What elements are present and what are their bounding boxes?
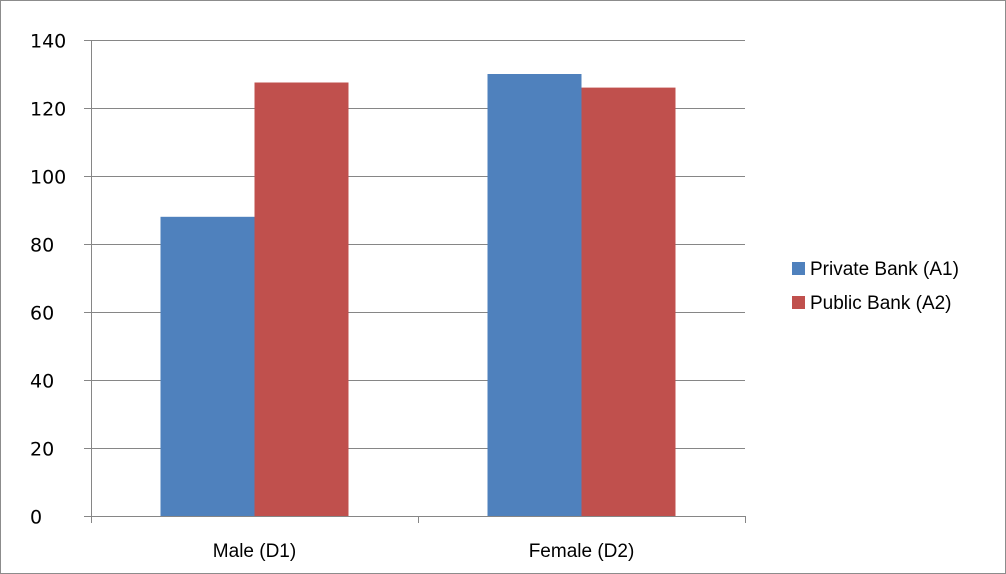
axes: 0 20 40 60 80 100 120 140 Male (D1) Female (D2) — [30, 31, 746, 562]
bar-private-bank-female — [487, 74, 582, 516]
y-tick-label: 0 — [30, 507, 42, 529]
x-category-label: Female (D2) — [529, 541, 635, 562]
y-tick-label: 60 — [30, 303, 54, 325]
legend-swatch — [792, 296, 805, 309]
bar-public-bank-male — [254, 82, 349, 516]
y-tick-label: 120 — [30, 99, 66, 121]
x-category-label: Male (D1) — [213, 541, 296, 562]
legend-label: Private Bank (A1) — [810, 259, 959, 280]
legend-swatch — [792, 262, 805, 275]
y-tick-label: 140 — [30, 31, 66, 53]
bars — [160, 74, 676, 517]
y-tick-label: 40 — [30, 371, 54, 393]
y-tick-label: 100 — [30, 167, 66, 189]
y-tick-label: 20 — [30, 439, 54, 461]
bar-private-bank-male — [160, 216, 255, 517]
legend-label: Public Bank (A2) — [810, 293, 952, 314]
legend: Private Bank (A1) Public Bank (A2) — [792, 259, 959, 314]
bar-public-bank-female — [581, 87, 676, 516]
y-tick-label: 80 — [30, 235, 54, 257]
